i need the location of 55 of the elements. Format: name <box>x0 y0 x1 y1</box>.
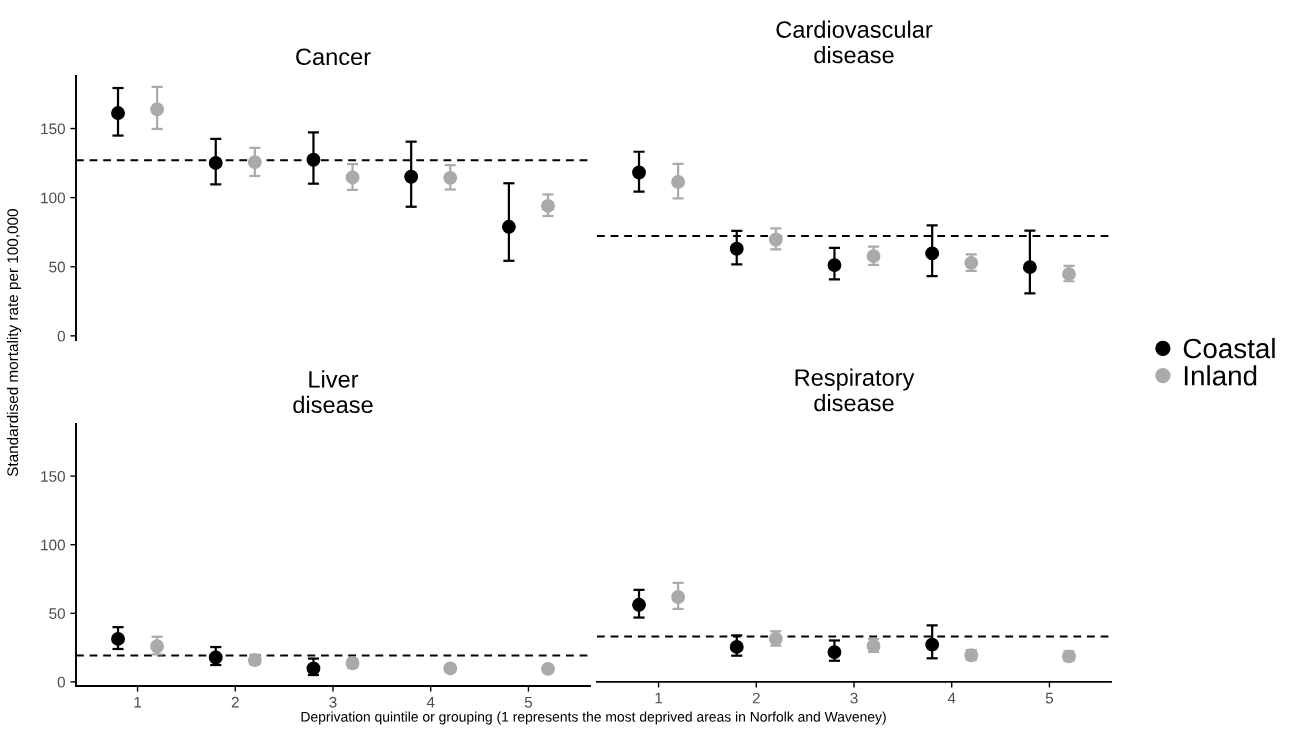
point <box>306 661 321 676</box>
y-tick-label: 150 <box>41 470 65 482</box>
chart-title: Liver disease <box>293 370 373 414</box>
x-tick-label: 3 <box>329 696 337 708</box>
point <box>729 639 744 654</box>
y-tick-label: 150 <box>41 123 65 135</box>
x-tick-label: 2 <box>752 692 760 704</box>
point <box>541 661 555 676</box>
point <box>404 169 419 184</box>
point <box>111 632 125 646</box>
point <box>247 155 262 170</box>
point <box>632 597 646 612</box>
point <box>925 246 940 261</box>
chart-title: Cancer <box>296 48 371 66</box>
point <box>827 258 842 273</box>
x-tick-label: 5 <box>524 696 533 708</box>
y-tick-label: 50 <box>49 261 65 273</box>
y-tick-label: 0 <box>57 330 65 342</box>
chart-title: Cardiovascular disease <box>776 20 933 64</box>
x-tick-label: 1 <box>655 692 663 704</box>
y-tick-label: 50 <box>49 608 65 619</box>
point <box>501 219 516 234</box>
point <box>443 170 458 185</box>
point <box>768 232 783 247</box>
y-tick-label: 100 <box>41 539 65 551</box>
point <box>827 645 842 660</box>
x-tick-label: 5 <box>1045 692 1054 704</box>
x-tick-label: 4 <box>426 696 435 708</box>
point <box>443 661 458 676</box>
point <box>345 170 360 185</box>
x-axis-title: Deprivation quintile or grouping (1 represents the most deprived areas in Norfolk and Waveney) <box>301 711 886 725</box>
point <box>866 249 881 264</box>
y-tick-label: 0 <box>57 676 65 688</box>
point <box>306 152 321 167</box>
point <box>1022 260 1037 275</box>
x-tick-label: 2 <box>231 696 239 708</box>
legend-label: Inland <box>1184 365 1257 386</box>
point <box>632 165 646 180</box>
x-tick-label: 3 <box>850 692 858 704</box>
y-tick-label: 100 <box>41 192 65 204</box>
point <box>671 174 686 189</box>
point <box>150 102 165 117</box>
point <box>111 106 125 120</box>
point <box>150 639 165 654</box>
point <box>208 650 223 665</box>
x-tick-label: 4 <box>947 692 956 704</box>
point <box>541 198 555 213</box>
point <box>729 241 744 256</box>
y-axis-title: Standardised mortality rate per 100,000 <box>6 209 22 477</box>
point <box>671 590 686 604</box>
legend-label: Coastal <box>1183 337 1275 359</box>
point <box>208 155 223 170</box>
x-tick-label: 1 <box>134 696 142 708</box>
chart-title: Respiratory disease <box>795 368 915 412</box>
point <box>925 637 940 652</box>
